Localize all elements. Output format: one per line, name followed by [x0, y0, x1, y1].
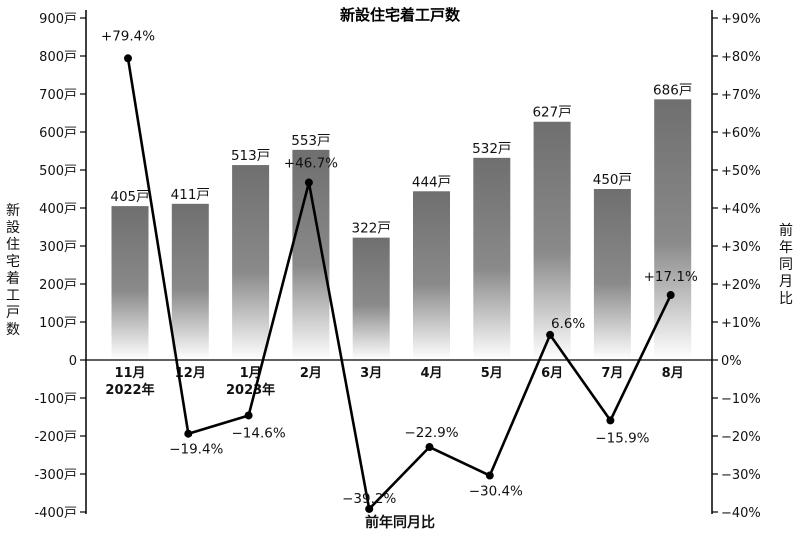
right-tick-label: +20% — [721, 278, 761, 293]
y-axis-label-right: 前年同月比 — [779, 222, 793, 307]
y-axis-label-left: 新設住宅着工戸数 — [6, 203, 20, 338]
axes-group — [80, 10, 718, 514]
left-tick-label: 400戸 — [39, 202, 77, 217]
bar — [413, 191, 450, 360]
left-tick-label: -300戸 — [34, 468, 77, 483]
left-tick-label: 300戸 — [39, 240, 77, 255]
right-tick-label: −40% — [721, 506, 761, 521]
chart-title: 新設住宅着工戸数 — [340, 6, 461, 24]
bar — [232, 165, 270, 360]
left-tick-label: 100戸 — [39, 316, 77, 331]
bar-value-label: 686戸 — [653, 82, 692, 98]
yoy-point — [425, 443, 434, 452]
point-value-label: 6.6% — [551, 316, 585, 332]
left-tick-label: 800戸 — [39, 50, 77, 65]
right-tick-label: +70% — [721, 88, 761, 103]
right-tick-label: +80% — [721, 50, 761, 65]
category-label: 6月 — [541, 366, 563, 381]
category-label: 7月 — [601, 366, 623, 381]
bar — [111, 206, 149, 360]
left-tick-labels: 900戸 800戸 700戸 600戸 500戸 400戸 300戸 200戸 100戸 0 -10… — [34, 12, 77, 521]
bar-value-label: 411戸 — [171, 187, 210, 203]
left-tick-label: 600戸 — [39, 126, 77, 141]
category-label: 5月 — [481, 366, 503, 381]
yoy-point — [485, 471, 494, 480]
point-value-labels: +79.4% −19.4% −14.6% +46.7% −39.2% −22.9% −30.… — [101, 28, 698, 507]
bar — [473, 157, 511, 360]
yoy-point — [365, 504, 374, 513]
bar — [171, 203, 209, 360]
category-sublabel: 2023年 — [226, 382, 275, 398]
category-label: 4月 — [420, 366, 442, 381]
point-value-label: +46.7% — [284, 156, 338, 172]
right-tick-label: −30% — [721, 468, 761, 483]
yoy-line — [126, 58, 672, 511]
category-label: 12月 — [175, 366, 206, 381]
category-label: 3月 — [360, 366, 382, 381]
yoy-point — [546, 330, 555, 339]
yoy-point — [606, 416, 615, 425]
point-value-label: −22.9% — [404, 425, 458, 441]
right-tick-label: +90% — [721, 12, 761, 27]
left-tick-label: -100戸 — [34, 392, 77, 407]
bar — [533, 121, 571, 361]
category-sublabel: 2022年 — [105, 382, 154, 398]
bar-value-label: 450戸 — [593, 172, 632, 188]
bar-value-label: 553戸 — [291, 133, 330, 149]
right-tick-label: +10% — [721, 316, 761, 331]
bar — [593, 189, 631, 360]
bars-group — [111, 99, 692, 361]
yoy-point — [244, 411, 253, 420]
point-value-label: +17.1% — [644, 269, 698, 285]
bar-value-label: 405戸 — [110, 189, 149, 205]
yoy-point — [666, 291, 675, 300]
bar-value-label: 513戸 — [231, 148, 270, 164]
bar-value-label: 627戸 — [532, 105, 571, 121]
right-tick-label: +40% — [721, 202, 761, 217]
yoy-point — [184, 429, 193, 438]
yoy-line-group — [124, 54, 675, 513]
bar-value-label: 322戸 — [352, 221, 391, 237]
bar — [352, 237, 390, 360]
bar-value-label: 532戸 — [472, 141, 511, 157]
right-tick-label: +50% — [721, 164, 761, 179]
right-tick-label: −10% — [721, 392, 761, 407]
left-tick-label: -400戸 — [34, 506, 77, 521]
yoy-point — [304, 178, 313, 187]
right-tick-label: −20% — [721, 430, 761, 445]
category-label: 1月 — [240, 366, 262, 381]
point-value-label: −39.2% — [342, 491, 396, 507]
category-label: 2月 — [300, 366, 322, 381]
point-value-label: −15.9% — [595, 430, 649, 446]
right-tick-labels: +90% +80% +70% +60% +50% +40% +30% +20% +10% 0% −1… — [721, 12, 761, 521]
bottom-line-label: 前年同月比 — [365, 514, 435, 531]
point-value-label: −19.4% — [169, 442, 223, 458]
point-value-label: −30.4% — [469, 484, 523, 500]
left-tick-label: 700戸 — [39, 88, 77, 103]
left-tick-label: 900戸 — [39, 12, 77, 27]
bar-value-label: 444戸 — [412, 174, 451, 190]
category-label: 11月 — [114, 366, 145, 381]
point-value-label: −14.6% — [231, 425, 285, 441]
point-value-label: +79.4% — [101, 28, 155, 44]
category-label: 8月 — [662, 366, 684, 381]
left-tick-label: 500戸 — [39, 164, 77, 179]
bar — [654, 99, 692, 360]
right-tick-label: +60% — [721, 126, 761, 141]
left-tick-label: 0 — [69, 354, 77, 369]
bar-value-labels: 405戸 411戸 513戸 553戸 322戸 444戸 532戸 627戸 450戸 686戸 — [110, 82, 692, 236]
right-tick-label: +30% — [721, 240, 761, 255]
left-tick-label: 200戸 — [39, 278, 77, 293]
left-tick-label: -200戸 — [34, 430, 77, 445]
right-tick-label: 0% — [721, 354, 742, 369]
yoy-point — [124, 54, 132, 63]
